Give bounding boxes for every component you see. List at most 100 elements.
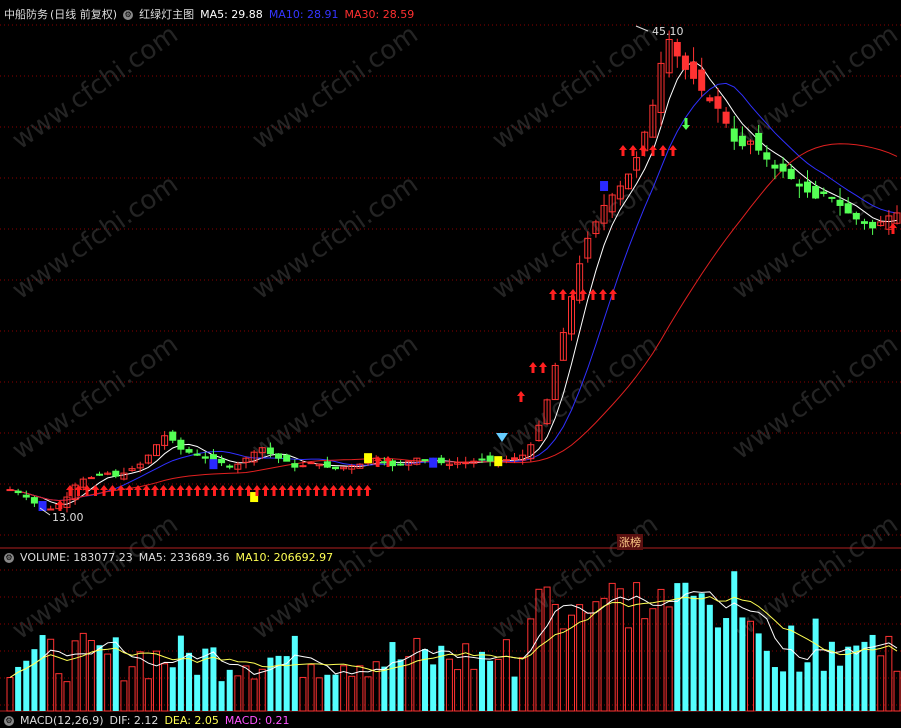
volume-ma10-line: [9, 596, 898, 678]
candle-body: [283, 454, 291, 462]
watermark-text: www.cfchi.com: [7, 19, 184, 155]
candle-body: [698, 69, 706, 91]
gear-icon[interactable]: ⚙: [4, 716, 14, 726]
candlestick-series: [6, 30, 901, 513]
signal-arrows: [39, 25, 897, 516]
volume-bar: [828, 641, 835, 711]
volume-bar: [543, 586, 551, 712]
candle-body: [551, 364, 559, 401]
candle-body: [226, 465, 234, 468]
buy-arrow-icon: [287, 485, 295, 496]
buy-arrow-icon: [278, 485, 287, 496]
volume-bar: [478, 651, 485, 711]
volume-bar: [665, 606, 673, 712]
candle-body: [144, 454, 152, 464]
volume-bar: [31, 649, 38, 711]
volume-bar: [576, 604, 584, 712]
volume-bar: [511, 676, 518, 711]
candle-body: [47, 508, 55, 511]
volume-bar: [624, 627, 632, 712]
candle-body: [690, 61, 698, 79]
ma5-label: MA5: 29.88: [200, 8, 263, 21]
buy-arrow-icon: [559, 289, 567, 300]
volume-bar: [804, 662, 811, 711]
candle-body: [633, 157, 641, 171]
candle-body: [177, 439, 185, 450]
volume-bar: [747, 620, 755, 712]
buy-arrow-icon: [529, 362, 537, 373]
candle-body: [649, 104, 657, 138]
volume-bar: [267, 657, 274, 711]
volume-ma-lines: [9, 591, 898, 678]
watermark-text: www.cfchi.com: [247, 169, 424, 305]
volume-bar: [177, 635, 184, 711]
volume-bar: [242, 665, 250, 712]
watermark-text: www.cfchi.com: [727, 19, 901, 155]
volume-bar: [837, 665, 844, 711]
candle-body: [348, 465, 356, 470]
candle-body: [380, 461, 388, 464]
volume-bar: [413, 637, 421, 712]
candle-body: [852, 212, 860, 220]
volume-ma5-label: MA5: 233689.36: [138, 551, 230, 564]
candle-body: [877, 221, 885, 227]
buy-arrow-icon: [151, 485, 159, 496]
diamond-icon: [496, 433, 508, 442]
buy-arrow-icon: [74, 485, 83, 496]
candle-body: [714, 96, 722, 109]
candle-body: [803, 181, 811, 193]
volume-bar: [128, 666, 136, 712]
buy-arrow-icon: [589, 289, 597, 300]
buy-arrow-icon: [176, 485, 185, 496]
volume-bar: [47, 638, 55, 712]
buy-arrow-icon: [304, 485, 312, 496]
candle-body: [885, 215, 893, 230]
volume-bar: [608, 582, 616, 712]
candle-body: [201, 456, 209, 459]
volume-bar: [454, 669, 462, 712]
candle-body: [511, 457, 519, 461]
volume-bar: [592, 601, 600, 712]
candle-body: [820, 191, 828, 194]
candle-body: [624, 173, 632, 190]
buy-arrow-icon: [599, 289, 607, 300]
gear-icon[interactable]: ⚙: [123, 10, 134, 20]
indicator-name[interactable]: 红绿灯主图: [139, 8, 195, 21]
volume-bar: [796, 671, 803, 711]
candle-body: [388, 460, 396, 467]
watermark-text: www.cfchi.com: [727, 329, 901, 465]
buy-arrow-icon: [629, 145, 637, 156]
volume-bar: [445, 658, 453, 712]
ma30-label: MA30: 28.59: [344, 8, 415, 21]
signal-block: [250, 492, 259, 503]
volume-bar: [780, 671, 787, 711]
volume-bar: [739, 617, 746, 711]
volume-bar: [15, 666, 22, 711]
macd-label: MACD(12,26,9): [20, 714, 104, 727]
buy-arrow-icon: [202, 485, 210, 496]
volume-bar: [258, 668, 266, 712]
volume-bar: [584, 612, 592, 712]
moving-average-lines: [9, 60, 898, 505]
volume-bar: [674, 583, 681, 711]
signal-block: [600, 181, 609, 192]
candle-body: [136, 463, 144, 469]
volume-bar: [487, 660, 494, 711]
candle-body: [836, 199, 844, 206]
ma10-label: MA10: 28.91: [268, 8, 339, 21]
buy-arrow-icon: [117, 485, 125, 496]
volume-bar: [723, 618, 730, 711]
volume-bar: [649, 608, 657, 712]
candle-body: [275, 453, 283, 459]
buy-arrow-icon: [159, 485, 168, 496]
signal-block: [494, 456, 503, 467]
volume-bar: [551, 603, 559, 712]
volume-bar: [194, 674, 201, 711]
volume-bar: [861, 641, 868, 711]
volume-bar: [356, 665, 364, 712]
volume-bar: [120, 680, 128, 712]
watermark-text: www.cfchi.com: [247, 509, 424, 645]
gear-icon[interactable]: ⚙: [4, 553, 14, 563]
candle-body: [559, 332, 567, 361]
